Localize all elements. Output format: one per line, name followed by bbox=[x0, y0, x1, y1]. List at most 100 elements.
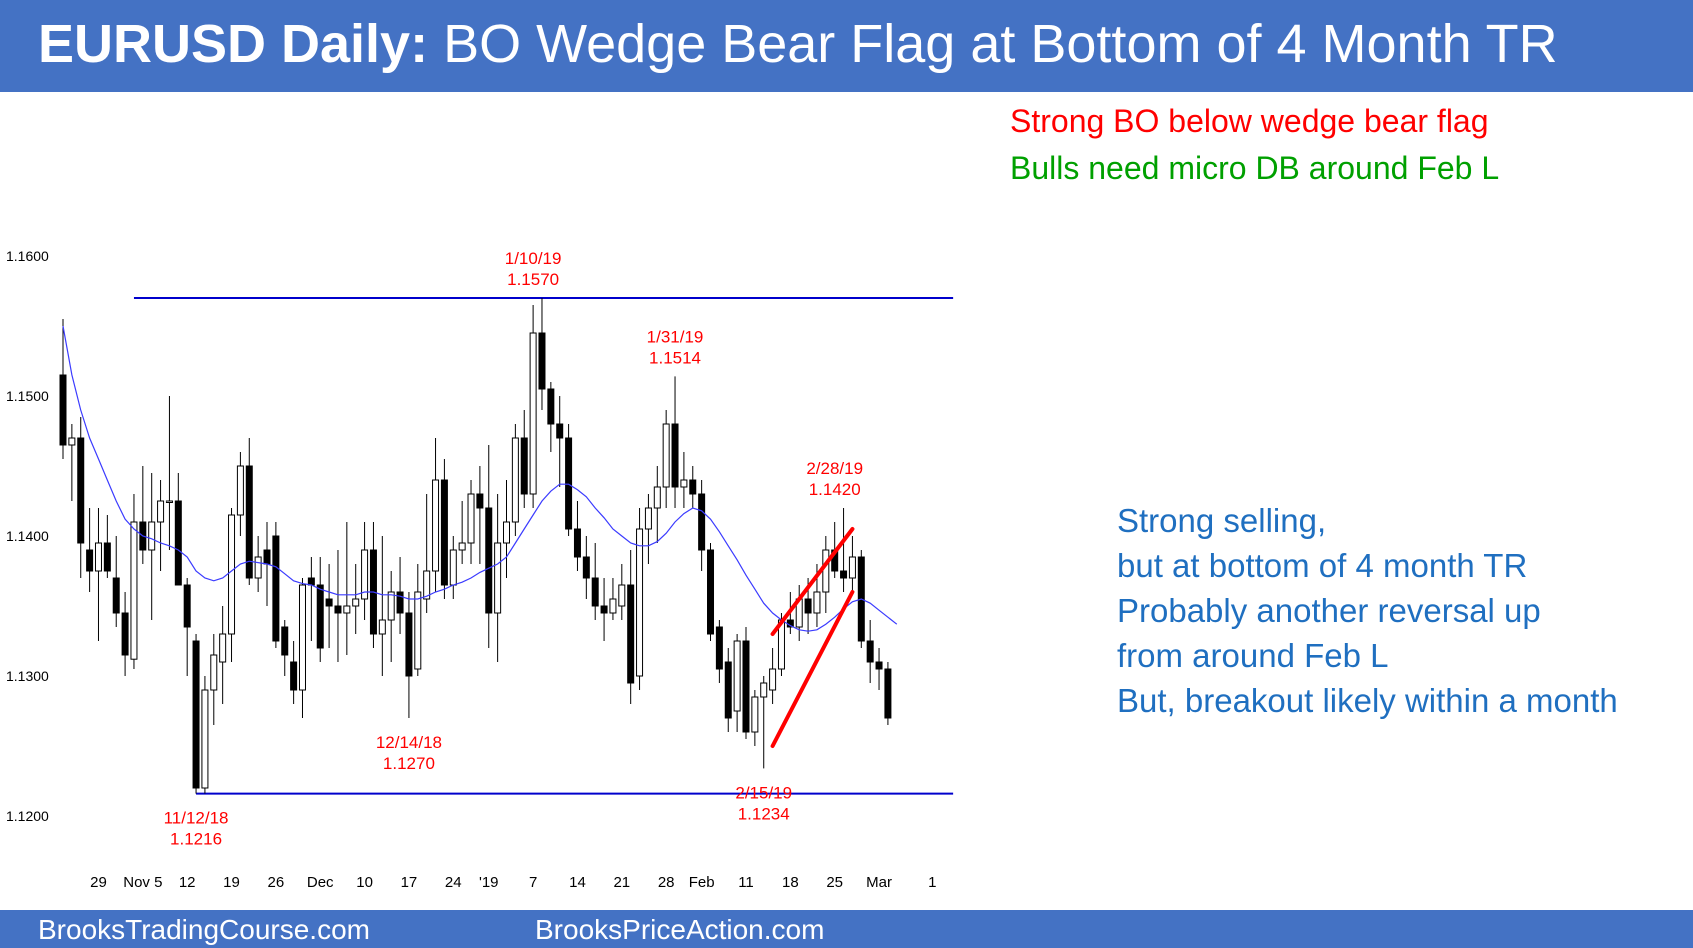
candle bbox=[822, 536, 830, 613]
candle bbox=[503, 480, 510, 578]
candle bbox=[325, 564, 333, 648]
candle-body-up bbox=[529, 332, 537, 495]
candle bbox=[449, 536, 457, 599]
candle-body-down bbox=[112, 577, 120, 614]
candle bbox=[378, 536, 386, 676]
candle bbox=[582, 536, 590, 599]
x-tick-label: 26 bbox=[268, 874, 285, 891]
candle-body-down bbox=[840, 570, 848, 579]
candle bbox=[316, 557, 324, 662]
candle-body-up bbox=[449, 549, 457, 586]
candle bbox=[707, 543, 715, 641]
candle-body-down bbox=[121, 612, 129, 656]
candle bbox=[290, 641, 298, 704]
candle-body-down bbox=[538, 332, 546, 390]
candle-body-up bbox=[378, 619, 386, 635]
candle bbox=[103, 515, 111, 578]
candle-body-up bbox=[432, 479, 440, 572]
price-annotations: 1/10/19 1.1570 1/31/19 1.1514 2/28/19 1.1420 1… bbox=[164, 249, 863, 849]
candle-body-down bbox=[671, 423, 679, 488]
candle bbox=[476, 466, 484, 564]
candle bbox=[556, 396, 564, 487]
candles bbox=[59, 298, 892, 794]
candle bbox=[201, 676, 209, 794]
price-annotation: 1/10/19 1.1570 bbox=[505, 249, 562, 289]
x-tick-label: Dec bbox=[307, 874, 334, 891]
candle bbox=[715, 620, 723, 683]
candle bbox=[405, 592, 413, 718]
footer-site-right[interactable]: BrooksPriceAction.com bbox=[535, 914, 825, 945]
candle-body-down bbox=[573, 528, 581, 558]
candle bbox=[440, 459, 448, 599]
candle-body-down bbox=[103, 542, 111, 572]
candle bbox=[520, 410, 528, 508]
candle bbox=[547, 382, 555, 452]
x-tick-label: Feb bbox=[689, 874, 715, 891]
annotation-date: 12/14/18 bbox=[376, 733, 442, 752]
price-annotation: 11/12/18 1.1216 bbox=[164, 809, 229, 849]
candle-body-down bbox=[627, 584, 635, 684]
candle-body-up bbox=[609, 598, 617, 614]
candle-body-up bbox=[511, 437, 519, 523]
candle-body-up bbox=[387, 591, 395, 621]
candle bbox=[742, 627, 750, 739]
candle bbox=[165, 396, 173, 550]
candle bbox=[724, 648, 732, 732]
chart-title: EURUSD Daily: BO Wedge Bear Flag at Bott… bbox=[38, 14, 1558, 74]
footer-site-left[interactable]: BrooksTradingCourse.com bbox=[38, 914, 370, 945]
candle-body-up bbox=[680, 479, 688, 488]
candle-body-down bbox=[396, 591, 404, 614]
candle-body-down bbox=[405, 612, 413, 677]
x-tick-label: 29 bbox=[90, 874, 107, 891]
candle bbox=[254, 536, 262, 592]
note-green: Bulls need micro DB around Feb L bbox=[1010, 150, 1500, 186]
wedge-lines bbox=[770, 527, 855, 748]
annotation-date: 2/28/19 bbox=[806, 459, 863, 478]
candle bbox=[636, 508, 644, 690]
candle-body-down bbox=[476, 493, 484, 509]
candle-body-down bbox=[485, 507, 493, 614]
candle bbox=[432, 438, 440, 592]
candle bbox=[228, 508, 236, 662]
x-tick-label: 7 bbox=[529, 874, 537, 891]
candle-body-up bbox=[94, 542, 102, 572]
candle-body-down bbox=[77, 437, 85, 544]
candle bbox=[644, 494, 652, 564]
candle-body-up bbox=[343, 605, 351, 614]
candle-body-down bbox=[591, 577, 599, 607]
candle bbox=[698, 480, 706, 571]
candle-body-up bbox=[254, 556, 262, 579]
candle-body-up bbox=[733, 640, 741, 712]
candle-body-down bbox=[316, 584, 324, 649]
candle bbox=[192, 634, 200, 794]
x-tick-label: Mar bbox=[866, 874, 892, 891]
candle bbox=[343, 522, 351, 655]
moving-average-line bbox=[62, 325, 898, 632]
candle-body-down bbox=[174, 500, 182, 586]
x-tick-label: '19 bbox=[479, 874, 499, 891]
candle bbox=[591, 543, 599, 620]
candle-body-up bbox=[423, 570, 431, 600]
candle-body-down bbox=[307, 577, 315, 586]
candle bbox=[494, 494, 502, 662]
candle-body-up bbox=[352, 598, 360, 607]
x-axis: 29 Nov 5 12 19 26 Dec 10 17 24 '19 7 14 21 28 Feb 11 18 2… bbox=[90, 874, 936, 891]
candle bbox=[458, 501, 466, 564]
x-tick-label: 21 bbox=[613, 874, 630, 891]
candle bbox=[307, 557, 315, 641]
candle-body-down bbox=[600, 605, 608, 614]
candle-body-down bbox=[707, 549, 715, 635]
candle-body-up bbox=[760, 682, 768, 698]
analysis-line-3: Probably another reversal up bbox=[1117, 592, 1541, 629]
candle-body-down bbox=[875, 661, 883, 670]
candle-body-down bbox=[884, 668, 892, 719]
candle-body-up bbox=[644, 507, 652, 530]
candle-body-up bbox=[68, 437, 76, 446]
candle bbox=[121, 592, 129, 676]
candle bbox=[565, 424, 573, 536]
candle bbox=[387, 571, 395, 662]
candle-body-up bbox=[236, 465, 244, 516]
candle bbox=[511, 424, 519, 536]
y-tick-label: 1.1500 bbox=[6, 388, 49, 404]
